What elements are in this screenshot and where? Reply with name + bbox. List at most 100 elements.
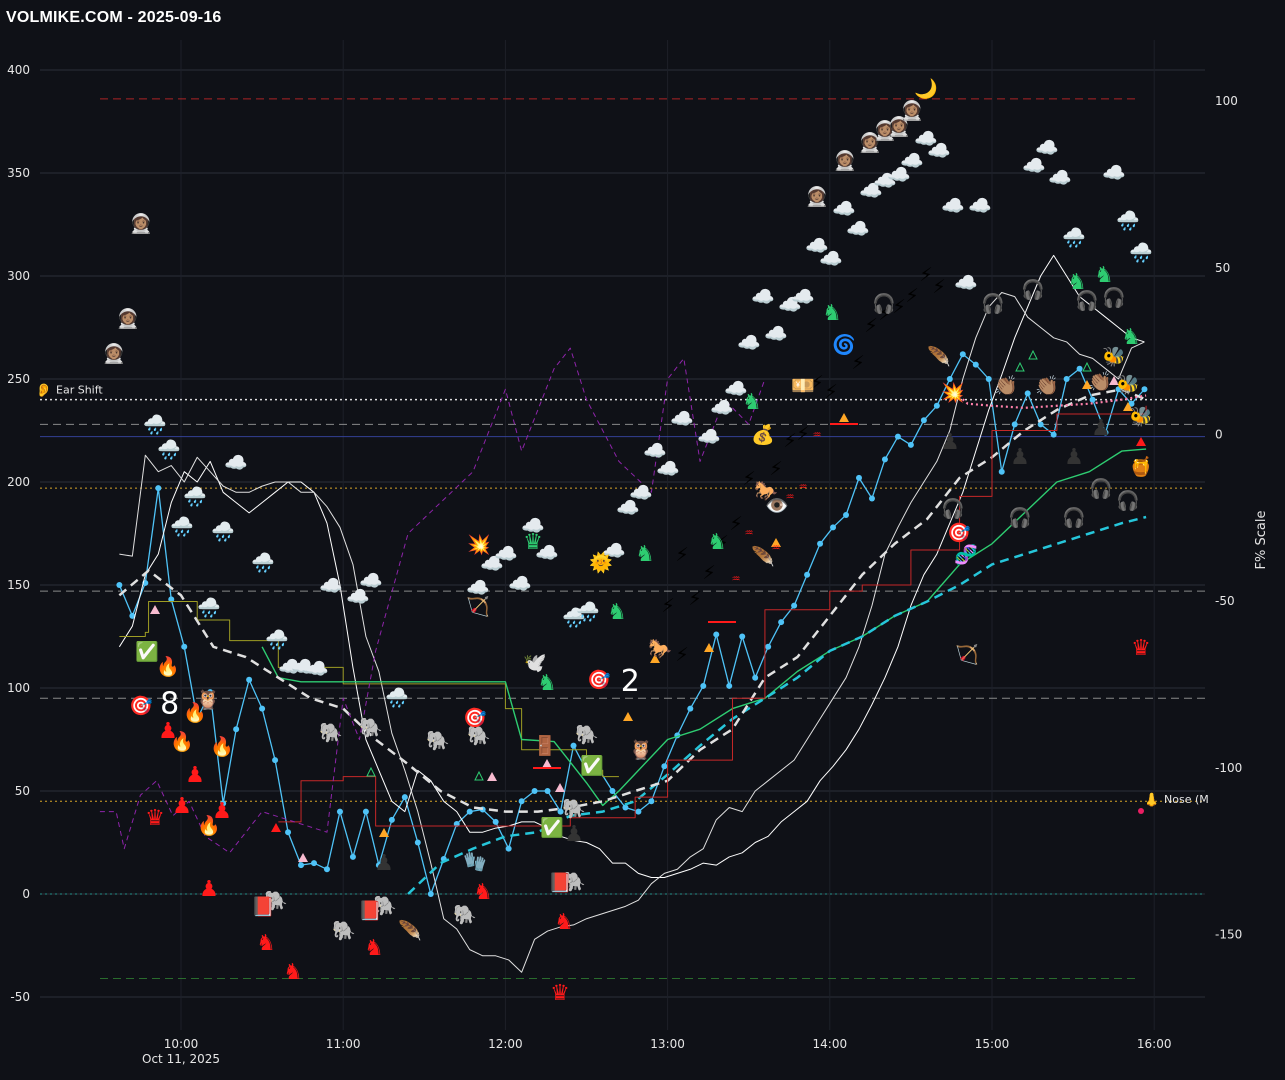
emoji-icon: 👏🏽: [994, 374, 1018, 397]
emoji-icon: 🌀: [832, 333, 856, 356]
emoji-icon: 🧤: [463, 851, 487, 873]
triangle-marker: [704, 643, 714, 652]
emoji-icon: ✅: [540, 816, 564, 839]
emoji-icon: 🐝: [1129, 406, 1153, 428]
series-point: [972, 361, 979, 368]
series-point: [1050, 431, 1057, 438]
emoji-icon: 🐘: [426, 730, 450, 752]
emoji-icon: 🎧: [872, 292, 896, 315]
emoji-icon: 👁️: [765, 495, 789, 517]
emoji-icon: ⚡: [675, 544, 688, 566]
emoji-icon: ♞: [364, 936, 384, 961]
series-point: [946, 376, 953, 382]
emoji-icon: ☁️: [778, 294, 802, 316]
emoji-icon: ☁️: [656, 458, 680, 480]
price-marker-label: 2: [621, 664, 640, 699]
emoji-icon: ⚡: [892, 296, 905, 318]
series-point: [116, 582, 123, 588]
emoji-icon: 📕: [358, 900, 382, 922]
emoji-icon: 🐎: [754, 480, 778, 502]
outline-triangle-marker: [366, 766, 376, 777]
series-point: [843, 511, 850, 518]
emoji-icon: ☁️: [751, 286, 775, 308]
series-point: [388, 816, 395, 823]
series-point: [609, 788, 616, 794]
emoji-markers: 👩🏽‍🚀👩🏽‍🚀👩🏽‍🚀👩🏽‍🚀👩🏽‍🚀👩🏽‍🚀👩🏽‍🚀👩🏽‍🚀👩🏽‍🚀🌙🌧️🌧…: [102, 77, 1153, 1006]
triangle-marker: [623, 712, 633, 721]
emoji-icon: 👏🏽: [1035, 374, 1059, 397]
emoji-icon: ⚡: [878, 303, 891, 325]
emoji-icon: ♟: [212, 799, 232, 824]
y-left-tick-label: 50: [15, 784, 30, 798]
emoji-icon: ♞: [707, 530, 727, 555]
series-line: [118, 388, 1147, 813]
emoji-icon: ♞: [473, 880, 493, 905]
emoji-icon: 🏹: [955, 643, 979, 666]
series-line: [278, 405, 1147, 827]
small-markers: ♒ ♒ ♒ ♒ ♒ ♒: [150, 349, 1146, 862]
dot-marker: [1138, 808, 1144, 814]
emoji-icon: ♛: [523, 530, 543, 555]
emoji-icon: 🎧: [1075, 289, 1099, 312]
swirl-marker: ♒: [732, 574, 741, 585]
y-right-tick-label: -150: [1215, 927, 1242, 941]
series-point: [129, 612, 136, 619]
swirl-marker: ♒: [745, 528, 754, 539]
emoji-icon: ✅: [580, 754, 604, 777]
series-point: [220, 800, 227, 807]
gridlines: [40, 40, 1205, 1030]
emoji-icon: ☁️: [859, 180, 883, 202]
triangle-marker: [271, 823, 281, 832]
series-point: [752, 674, 759, 681]
emoji-icon: ⚡: [688, 588, 701, 610]
outline-triangle-marker: [1028, 349, 1038, 360]
emoji-icon: 🌧️: [170, 515, 194, 538]
y-left-tick-label: 150: [7, 578, 30, 592]
outline-triangle-marker: [1015, 361, 1025, 372]
emoji-icon: 👩🏽‍🚀: [805, 185, 829, 208]
emoji-icon: 🔥: [210, 735, 234, 758]
emoji-icon: 🌧️: [385, 686, 409, 709]
series-point: [1063, 376, 1070, 382]
emoji-icon: ☁️: [643, 440, 667, 462]
emoji-icon: 👩🏽‍🚀: [873, 119, 897, 142]
emoji-icon: ☁️: [1022, 155, 1046, 177]
series-point: [427, 891, 434, 897]
y-left-tick-label: 250: [7, 372, 30, 386]
emoji-icon: ☁️: [1048, 167, 1072, 189]
emoji-icon: ☁️: [791, 286, 815, 308]
emoji-icon: ☁️: [629, 482, 653, 504]
y-left-tick-label: 100: [7, 681, 30, 695]
series-point: [375, 862, 382, 869]
series-point: [518, 798, 525, 805]
emoji-icon: 🎧: [1089, 477, 1113, 500]
swirl-marker: ♒: [772, 543, 781, 554]
emoji-icon: ☁️: [616, 497, 640, 519]
emoji-icon: 🪶: [398, 919, 422, 942]
triangle-marker: [150, 605, 160, 614]
emoji-icon: 🌧️: [1062, 226, 1086, 249]
emoji-icon: ⚡: [919, 264, 932, 286]
y-right-tick-label: 100: [1215, 94, 1238, 108]
emoji-icon: ♞: [742, 390, 762, 415]
emoji-icon: ☁️: [900, 150, 924, 172]
emoji-icon: 💴: [791, 375, 815, 397]
emoji-icon: ☁️: [724, 378, 748, 400]
emoji-icon: ♞: [1067, 270, 1087, 295]
emoji-icon: 🎧: [1116, 489, 1140, 512]
emoji-icon: 🐘: [575, 724, 599, 746]
emoji-icon: ⚡: [810, 372, 823, 394]
triangle-marker: [379, 828, 389, 837]
triangle-marker: [839, 413, 849, 422]
series-point: [414, 839, 421, 846]
emoji-icon: 🧬: [954, 543, 978, 566]
emoji-icon: ☁️: [805, 235, 829, 257]
series-line: [118, 353, 1145, 895]
series-point: [881, 456, 888, 463]
emoji-icon: ♞: [607, 600, 627, 625]
series-point: [1037, 421, 1044, 428]
emoji-icon: ☁️: [494, 543, 518, 565]
emoji-icon: ⚡: [742, 468, 755, 490]
